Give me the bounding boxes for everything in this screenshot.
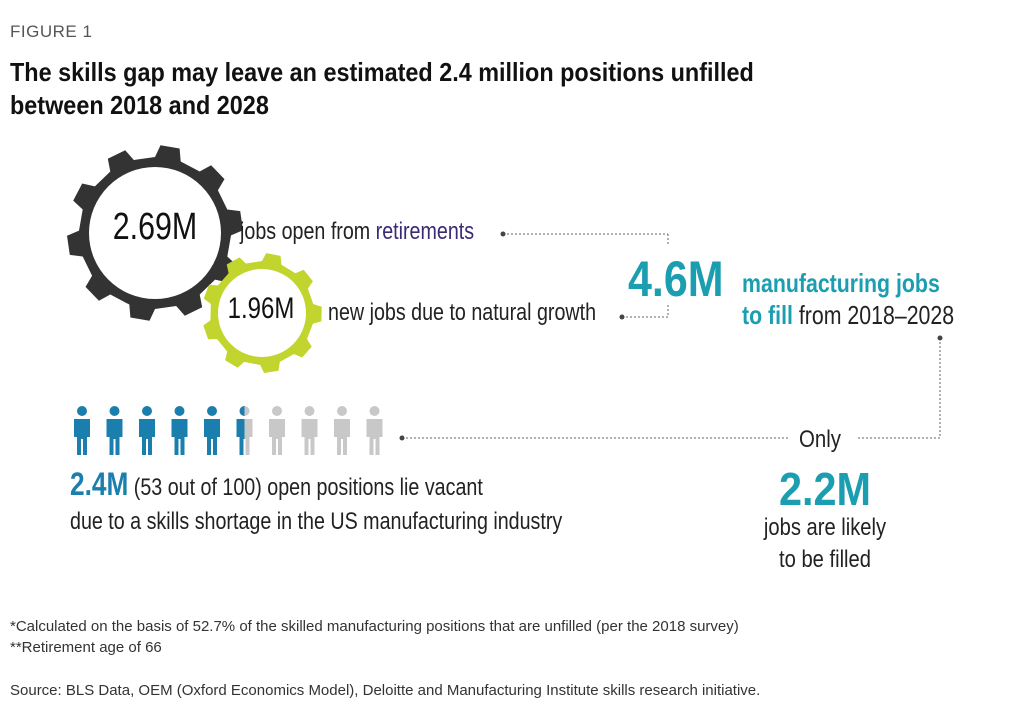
people-icons <box>74 406 383 455</box>
dark-gear-icon <box>67 145 243 321</box>
person-icon <box>74 406 90 455</box>
footnote-calculation: *Calculated on the basis of 52.7% of the… <box>10 618 739 635</box>
connector-dots <box>399 231 943 441</box>
filled-prefix: Only <box>799 426 841 453</box>
retirements-value: 2.69M <box>112 206 198 248</box>
person-icon <box>334 406 350 455</box>
person-icon <box>106 406 123 455</box>
source-note: Source: BLS Data, OEM (Oxford Economics … <box>10 682 761 699</box>
person-icon <box>139 406 155 455</box>
person-icon <box>236 406 245 455</box>
connector-lines <box>402 233 941 439</box>
vacant-positions-line1: 2.4M (53 out of 100) open positions lie … <box>70 466 483 502</box>
person-icon <box>301 406 318 455</box>
figure-title: The skills gap may leave an estimated 2.… <box>10 57 754 120</box>
total-jobs-label-line1: manufacturing jobs <box>742 268 940 298</box>
filled-jobs-label-line2: to be filled <box>779 546 871 573</box>
retirements-label: jobs open from retirements <box>240 218 475 245</box>
total-jobs-label-line2: to fill from 2018–2028 <box>742 300 955 330</box>
person-icon <box>171 406 188 455</box>
growth-label: new jobs due to natural growth <box>328 299 597 326</box>
person-icon <box>366 406 383 455</box>
person-icon <box>269 406 285 455</box>
filled-jobs-value: 2.2M <box>778 463 872 515</box>
person-icon <box>204 406 220 455</box>
growth-value: 1.96M <box>227 292 295 325</box>
figure-label: FIGURE 1 <box>10 22 93 41</box>
filled-jobs-label-line1: jobs are likely <box>763 514 887 541</box>
footnote-retirement-age: **Retirement age of 66 <box>10 639 162 656</box>
total-jobs-value: 4.6M <box>628 251 724 307</box>
vacant-positions-line2: due to a skills shortage in the US manuf… <box>70 508 563 535</box>
green-gear-icon <box>203 253 322 373</box>
